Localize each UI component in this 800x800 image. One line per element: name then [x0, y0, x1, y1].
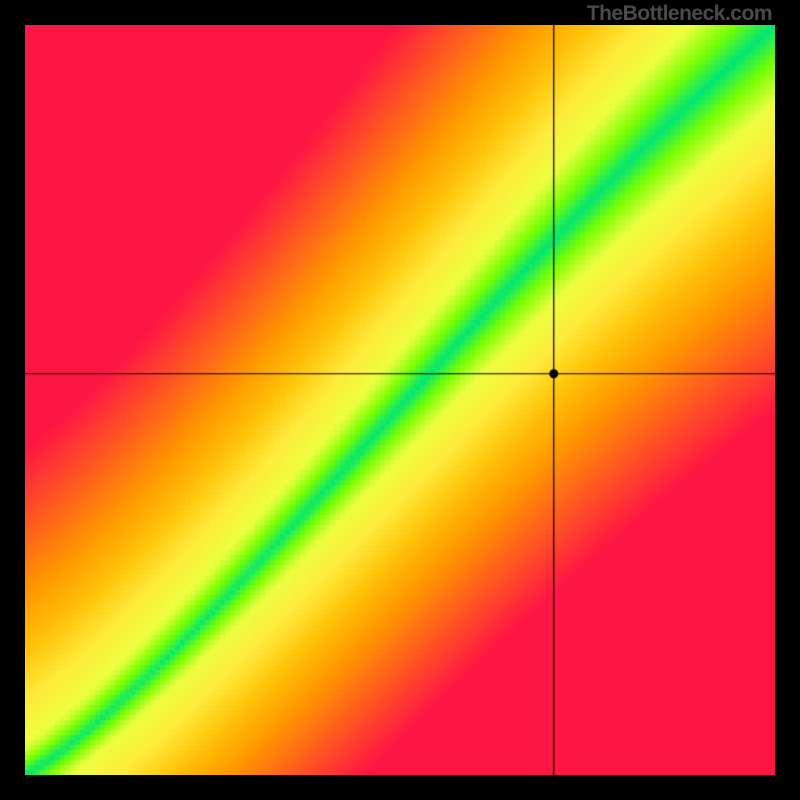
- watermark-text: TheBottleneck.com: [587, 2, 772, 26]
- heatmap-canvas: [25, 25, 775, 775]
- bottleneck-heatmap: [25, 25, 775, 775]
